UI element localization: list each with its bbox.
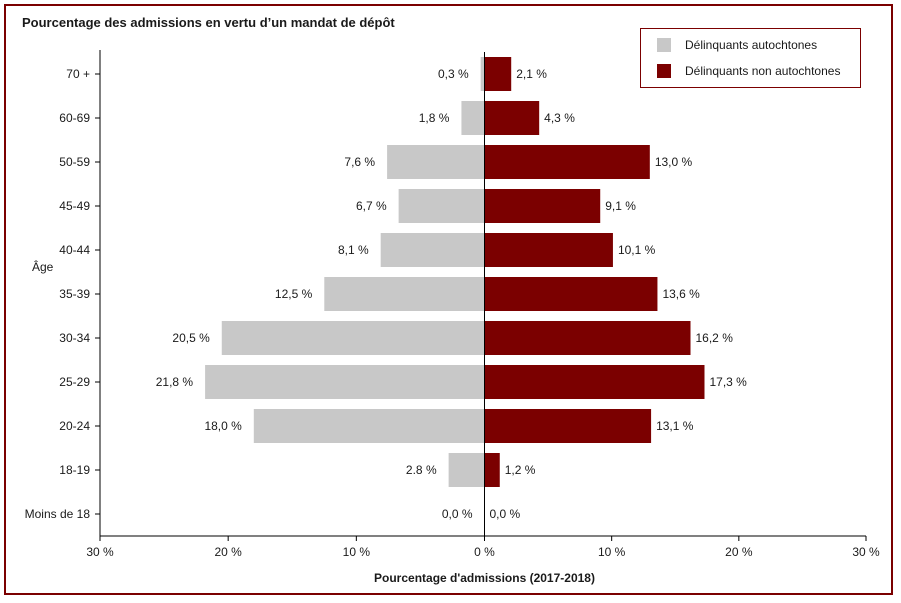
bar-non-autochtones xyxy=(484,321,691,355)
bar-non-autochtones xyxy=(484,365,705,399)
bar-autochtones xyxy=(387,145,485,179)
bar-non-autochtones xyxy=(484,277,658,311)
category-label: 35-39 xyxy=(59,287,90,301)
legend: Délinquants autochtones Délinquants non … xyxy=(640,28,861,88)
chart-title: Pourcentage des admissions en vertu d’un… xyxy=(22,15,395,30)
bar-autochtones xyxy=(480,57,485,91)
data-label-autochtones: 7,6 % xyxy=(344,155,375,169)
legend-swatch-non-autochtones xyxy=(657,64,671,78)
data-label-non-autochtones: 9,1 % xyxy=(605,199,636,213)
bar-non-autochtones xyxy=(484,57,512,91)
category-label: 20-24 xyxy=(59,419,90,433)
bar-autochtones xyxy=(324,277,485,311)
bar-non-autochtones xyxy=(484,101,540,135)
bar-non-autochtones xyxy=(484,453,500,487)
data-label-non-autochtones: 4,3 % xyxy=(544,111,575,125)
data-label-autochtones: 2.8 % xyxy=(406,463,437,477)
category-label: 40-44 xyxy=(59,243,90,257)
category-label: 60-69 xyxy=(59,111,90,125)
legend-item-autochtones: Délinquants autochtones xyxy=(657,38,817,52)
x-tick-label: 10 % xyxy=(343,545,371,559)
bar-non-autochtones xyxy=(484,189,601,223)
category-label: 18-19 xyxy=(59,463,90,477)
category-label: Moins de 18 xyxy=(25,507,91,521)
legend-label-autochtones: Délinquants autochtones xyxy=(685,38,818,52)
bar-non-autochtones xyxy=(484,409,652,443)
data-label-autochtones: 6,7 % xyxy=(356,199,387,213)
data-label-autochtones: 21,8 % xyxy=(156,375,194,389)
bar-non-autochtones xyxy=(484,233,613,267)
x-axis-title: Pourcentage d'admissions (2017-2018) xyxy=(374,571,595,585)
bar-autochtones xyxy=(448,453,485,487)
bar-non-autochtones xyxy=(484,145,650,179)
data-label-autochtones: 0,0 % xyxy=(442,507,473,521)
data-label-non-autochtones: 1,2 % xyxy=(505,463,536,477)
data-label-non-autochtones: 0,0 % xyxy=(490,507,521,521)
category-label: 30-34 xyxy=(59,331,90,345)
x-tick-label: 0 % xyxy=(474,545,495,559)
data-label-autochtones: 1,8 % xyxy=(419,111,450,125)
bar-autochtones xyxy=(221,321,485,355)
data-label-autochtones: 8,1 % xyxy=(338,243,369,257)
data-label-autochtones: 0,3 % xyxy=(438,67,469,81)
bar-autochtones xyxy=(398,189,485,223)
bar-autochtones xyxy=(380,233,485,267)
x-tick-label: 30 % xyxy=(852,545,880,559)
category-label: 45-49 xyxy=(59,199,90,213)
data-label-non-autochtones: 2,1 % xyxy=(516,67,547,81)
legend-label-non-autochtones: Délinquants non autochtones xyxy=(685,64,841,78)
data-label-non-autochtones: 13,0 % xyxy=(655,155,693,169)
y-axis-title: Âge xyxy=(32,259,54,274)
x-tick-label: 30 % xyxy=(86,545,114,559)
category-label: 50-59 xyxy=(59,155,90,169)
bar-autochtones xyxy=(461,101,485,135)
legend-item-non-autochtones: Délinquants non autochtones xyxy=(657,64,840,78)
data-label-autochtones: 18,0 % xyxy=(204,419,242,433)
x-tick-label: 10 % xyxy=(598,545,626,559)
x-tick-label: 20 % xyxy=(214,545,242,559)
data-label-non-autochtones: 16,2 % xyxy=(696,331,734,345)
category-label: 70 + xyxy=(66,67,90,81)
data-label-non-autochtones: 13,1 % xyxy=(656,419,694,433)
category-label: 25-29 xyxy=(59,375,90,389)
legend-swatch-autochtones xyxy=(657,38,671,52)
data-label-non-autochtones: 17,3 % xyxy=(709,375,747,389)
data-label-non-autochtones: 13,6 % xyxy=(662,287,700,301)
x-tick-label: 20 % xyxy=(725,545,753,559)
data-label-autochtones: 12,5 % xyxy=(275,287,313,301)
data-label-autochtones: 20,5 % xyxy=(172,331,210,345)
bar-autochtones xyxy=(253,409,485,443)
bar-autochtones xyxy=(205,365,485,399)
data-label-non-autochtones: 10,1 % xyxy=(618,243,656,257)
